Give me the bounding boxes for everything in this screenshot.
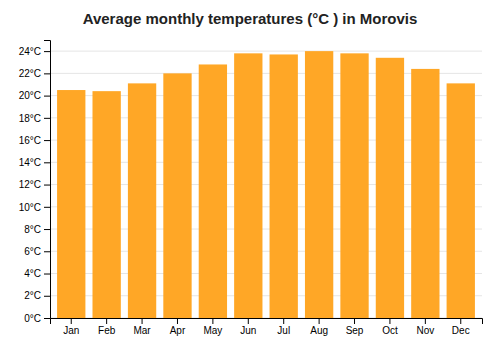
x-tick: Sep [346, 318, 364, 336]
y-tick-label: 10°C [19, 202, 41, 213]
grid [50, 51, 482, 318]
x-tick-mark [283, 318, 284, 324]
x-tick-mark [212, 318, 213, 324]
x-tick: Mar [133, 318, 151, 336]
y-axis-line [44, 41, 51, 319]
x-tick: May [203, 318, 222, 336]
y-tick-mark [44, 229, 50, 230]
x-tick-mark [354, 318, 355, 324]
y-tick-mark [44, 207, 50, 208]
y-tick-mark [44, 274, 50, 275]
x-tick-mark [425, 318, 426, 324]
bar [340, 53, 368, 318]
y-tick-label: 0°C [24, 313, 41, 324]
x-tick-label: Jul [277, 325, 290, 336]
y-tick: 10°C [19, 202, 50, 213]
x-tick-label: May [203, 325, 222, 336]
x-tick-mark [389, 318, 390, 324]
y-tick-label: 22°C [19, 68, 41, 79]
x-tick-label: Oct [382, 325, 398, 336]
bar [92, 91, 120, 318]
bar [270, 54, 298, 318]
y-tick: 4°C [24, 268, 50, 279]
grid-line [50, 51, 482, 52]
x-tick-label: Jan [63, 325, 79, 336]
y-tick: 24°C [19, 46, 50, 57]
bar [411, 69, 439, 318]
x-tick-label: Nov [416, 325, 434, 336]
x-axis-line [51, 319, 483, 325]
y-tick: 6°C [24, 246, 50, 257]
y-tick-label: 2°C [24, 290, 41, 301]
x-tick-mark [177, 318, 178, 324]
y-tick: 16°C [19, 135, 50, 146]
x-tick-mark [106, 318, 107, 324]
y-tick-label: 16°C [19, 135, 41, 146]
y-tick: 8°C [24, 224, 50, 235]
x-tick: Feb [98, 318, 116, 336]
y-tick-label: 20°C [19, 90, 41, 101]
y-tick: 22°C [19, 68, 50, 79]
y-axis: 0°C 2°C 4°C 6°C 8°C 10°C 12°C 14°C 16°C 18°C 20°C 2… [19, 41, 51, 324]
bar [376, 58, 404, 318]
y-tick-mark [44, 296, 50, 297]
y-tick-mark [44, 251, 50, 252]
x-tick-label: Feb [98, 325, 116, 336]
y-tick-label: 8°C [24, 224, 41, 235]
x-tick: Oct [382, 318, 398, 336]
x-tick-mark [248, 318, 249, 324]
x-tick-label: Apr [170, 325, 186, 336]
bar [57, 90, 85, 318]
y-tick: 12°C [19, 179, 50, 190]
y-tick-label: 6°C [24, 246, 41, 257]
x-tick-mark [142, 318, 143, 324]
x-tick: Jun [240, 318, 256, 336]
title: Average monthly temperatures (°C ) in Mo… [83, 10, 418, 27]
y-tick-label: 4°C [24, 268, 41, 279]
x-tick: Nov [416, 318, 434, 336]
y-tick-label: 24°C [19, 46, 41, 57]
y-tick-label: 14°C [19, 157, 41, 168]
x-tick-mark [71, 318, 72, 324]
bar [128, 83, 156, 318]
x-tick-mark [460, 318, 461, 324]
x-tick-label: Dec [452, 325, 470, 336]
plot-area: 0°C 2°C 4°C 6°C 8°C 10°C 12°C 14°C 16°C 18°C 20°C 2… [19, 41, 483, 337]
bar [305, 51, 333, 318]
chart: 0°C 2°C 4°C 6°C 8°C 10°C 12°C 14°C 16°C 18°C 20°C 2… [0, 0, 500, 350]
y-tick-mark [44, 140, 50, 141]
y-tick-mark [44, 162, 50, 163]
y-tick-mark [44, 51, 50, 52]
bar [199, 64, 227, 318]
x-tick-label: Mar [133, 325, 151, 336]
y-tick: 20°C [19, 90, 50, 101]
bar [447, 83, 475, 318]
y-tick-mark [44, 185, 50, 186]
y-tick: 0°C [24, 313, 50, 324]
y-tick: 18°C [19, 113, 50, 124]
y-tick-label: 18°C [19, 113, 41, 124]
x-tick-label: Sep [346, 325, 364, 336]
y-tick: 2°C [24, 290, 50, 301]
y-tick-mark [44, 73, 50, 74]
y-tick-label: 12°C [19, 179, 41, 190]
x-tick: Jul [277, 318, 290, 336]
bar [234, 53, 262, 318]
x-axis: Jan Feb Mar Apr May Jun Jul Aug Sep Oct Nov Dec [51, 318, 483, 336]
bars [57, 51, 475, 318]
y-tick-mark [44, 318, 50, 319]
x-tick-label: Aug [310, 325, 328, 336]
x-tick: Apr [170, 318, 186, 336]
bar [163, 73, 191, 318]
y-tick-mark [44, 96, 50, 97]
y-tick-mark [44, 118, 50, 119]
x-tick: Jan [63, 318, 79, 336]
y-tick: 14°C [19, 157, 50, 168]
x-tick-mark [319, 318, 320, 324]
x-tick: Dec [452, 318, 470, 336]
x-tick-label: Jun [240, 325, 256, 336]
x-tick: Aug [310, 318, 328, 336]
